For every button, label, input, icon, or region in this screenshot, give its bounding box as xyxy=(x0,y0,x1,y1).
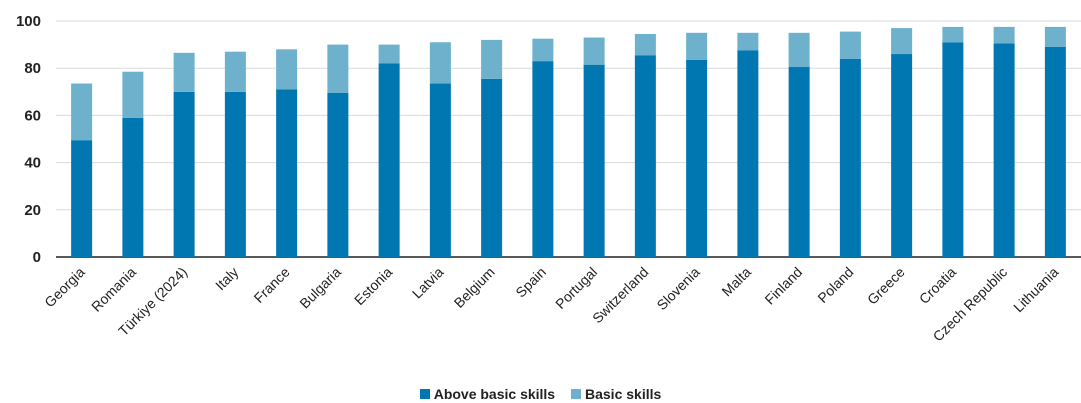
bar-segment xyxy=(993,43,1015,257)
x-tick-label: Croatia xyxy=(916,264,959,307)
bar-segment xyxy=(481,39,503,79)
bar-segment xyxy=(327,92,349,257)
bar-segment xyxy=(993,26,1015,44)
x-tick-label: Malta xyxy=(718,264,754,300)
x-tick-label: Bulgaria xyxy=(296,264,344,312)
bar-segment xyxy=(583,37,605,65)
x-tick-label: Greece xyxy=(864,264,908,308)
x-tick-label: Estonia xyxy=(351,264,395,308)
y-axis: 0 20 40 60 80 100 xyxy=(16,13,41,266)
bar-segment xyxy=(737,32,759,51)
bar-segment xyxy=(122,71,144,118)
legend-label: Basic skills xyxy=(585,386,662,402)
bar-segment xyxy=(634,33,656,56)
bar-segment xyxy=(532,61,554,258)
bar-segment xyxy=(686,59,708,257)
bar-segment xyxy=(1044,26,1066,47)
x-tick-label: Finland xyxy=(761,264,805,308)
bar-segment xyxy=(429,42,451,84)
bar-segment xyxy=(327,44,349,93)
bar-segment xyxy=(276,49,298,90)
bar-segment xyxy=(429,83,451,257)
legend-swatch xyxy=(571,389,581,399)
legend: Above basic skills Basic skills xyxy=(0,386,1081,402)
y-tick-label: 80 xyxy=(24,60,41,77)
bar-segment xyxy=(891,28,913,55)
x-tick-label: Spain xyxy=(512,264,549,301)
x-tick-label: Portugal xyxy=(552,264,600,312)
y-tick-label: 0 xyxy=(33,249,41,266)
bar-segment xyxy=(583,64,605,257)
bar-segment xyxy=(378,63,400,258)
x-tick-label: Slovenia xyxy=(653,264,702,313)
x-tick-label: France xyxy=(251,264,293,306)
x-tick-label: Belgium xyxy=(451,264,498,311)
bar-segment xyxy=(122,117,144,257)
y-tick-label: 20 xyxy=(24,202,41,219)
bar-segment xyxy=(481,78,503,257)
legend-label: Above basic skills xyxy=(433,386,556,402)
bar-segment xyxy=(737,50,759,257)
y-tick-label: 100 xyxy=(16,13,41,30)
x-tick-label: Romania xyxy=(88,264,139,315)
bar-segment xyxy=(224,91,246,257)
x-tick-label: Switzerland xyxy=(589,264,651,326)
bar-segment xyxy=(71,83,93,141)
bar-segment xyxy=(71,140,93,257)
bar-segment xyxy=(839,58,861,258)
bar-segment xyxy=(942,26,964,43)
bar-segment xyxy=(532,38,554,62)
y-tick-label: 60 xyxy=(24,107,41,124)
gridlines xyxy=(56,20,1081,258)
bar-segment xyxy=(839,31,861,59)
bar-segment xyxy=(173,52,195,92)
bar-segment xyxy=(634,55,656,257)
bars xyxy=(71,26,1066,258)
bar-segment xyxy=(788,67,810,258)
x-tick-label: Italy xyxy=(212,264,241,293)
bar-segment xyxy=(173,91,195,257)
legend-item-above-basic-skills: Above basic skills xyxy=(419,386,556,402)
bar-segment xyxy=(891,54,913,257)
legend-item-basic-skills: Basic skills xyxy=(571,386,661,402)
bar-segment xyxy=(942,42,964,257)
y-tick-label: 40 xyxy=(24,155,41,172)
bar-segment xyxy=(1044,46,1066,258)
x-tick-label: Lithuania xyxy=(1010,264,1062,316)
bar-segment xyxy=(686,32,708,60)
legend-swatch xyxy=(419,389,430,399)
x-tick-label: Poland xyxy=(814,264,856,306)
bar-segment xyxy=(788,32,810,68)
bar-segment xyxy=(378,44,400,64)
bar-segment xyxy=(224,51,246,92)
bar-segment xyxy=(276,89,298,257)
x-tick-label: Georgia xyxy=(41,264,88,311)
x-tick-label: Latvia xyxy=(409,264,447,302)
